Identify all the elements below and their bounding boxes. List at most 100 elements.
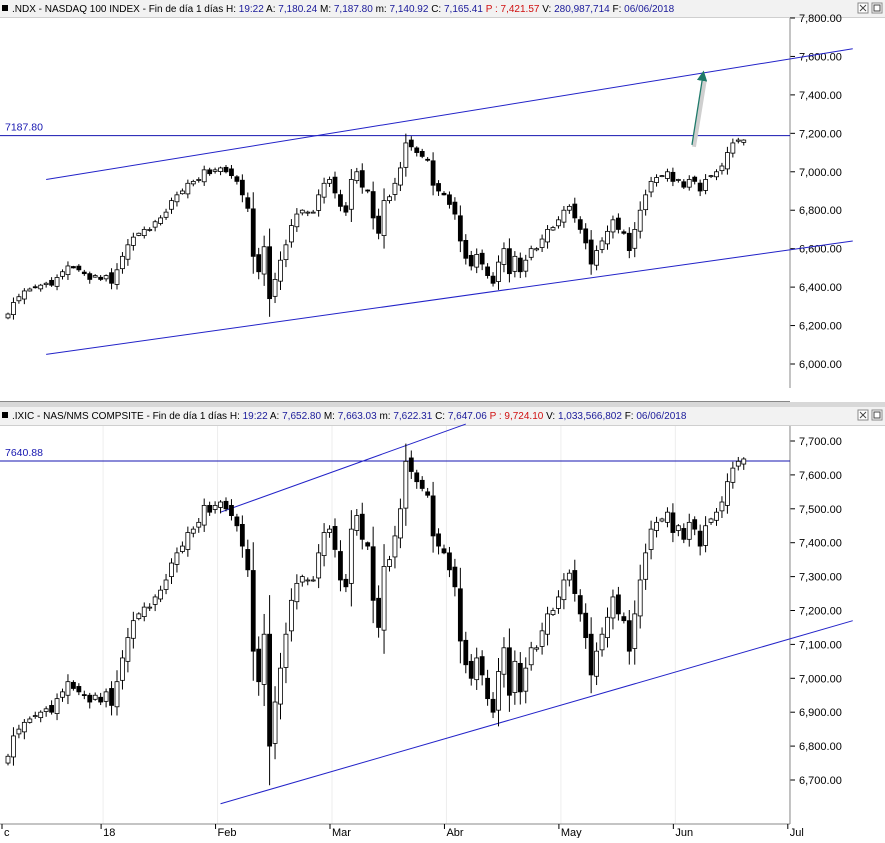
candle-body	[201, 505, 207, 526]
candle-body	[212, 505, 218, 510]
candle-body	[60, 271, 65, 277]
candle-body	[147, 229, 153, 231]
header-field-label: C:	[431, 4, 444, 15]
x-tick-label: Jul	[790, 827, 804, 838]
candle-body	[294, 213, 300, 228]
candle-body	[218, 501, 223, 508]
candle-body	[27, 718, 33, 723]
header-field-label: m:	[379, 411, 393, 422]
candle-body	[136, 232, 142, 236]
y-tick-label: 7,200.00	[799, 128, 842, 140]
candle-body	[103, 275, 109, 280]
header-field-value: 1,033,566,802	[558, 411, 625, 422]
candle-body	[697, 182, 703, 192]
candle-body	[403, 460, 409, 509]
candle-body	[245, 197, 251, 209]
candle-body	[474, 254, 480, 268]
close-icon-stroke	[859, 411, 867, 419]
header-field-value: 7,622.31	[393, 411, 435, 422]
header-field-label: P :	[490, 411, 505, 422]
candle-body	[261, 246, 267, 275]
candle-body	[534, 647, 540, 650]
candle-body	[479, 252, 485, 265]
candle-body	[490, 275, 496, 284]
trend-arrow	[691, 70, 708, 145]
candle-body	[708, 175, 714, 178]
candle-body	[365, 542, 371, 547]
candle-body	[76, 265, 82, 271]
candle-body	[730, 142, 736, 154]
candle-body	[76, 686, 82, 693]
y-tick-label: 7,500.00	[799, 504, 842, 516]
candle-body	[419, 151, 425, 157]
y-tick-label: 7,000.00	[799, 167, 842, 179]
candle-body	[414, 147, 420, 153]
maximize-icon-box	[871, 409, 883, 421]
candle-body	[594, 250, 599, 266]
header-field-label: F:	[625, 411, 637, 422]
header-field-value: 9,724.10	[504, 411, 546, 422]
candle-body	[697, 530, 703, 547]
close-icon[interactable]	[857, 409, 869, 421]
maximize-icon[interactable]	[871, 409, 883, 421]
candle-body	[692, 176, 698, 182]
candle-body	[408, 457, 414, 472]
candle-body	[681, 528, 687, 540]
candle-body	[496, 671, 501, 711]
candle-body	[403, 142, 409, 168]
candle-body	[43, 282, 49, 286]
candle-body	[158, 589, 164, 600]
candle-body	[561, 579, 567, 601]
candle-body	[659, 175, 665, 178]
candle-body	[425, 491, 431, 496]
candles	[5, 133, 747, 320]
candle-body	[272, 279, 278, 297]
close-icon[interactable]	[857, 2, 869, 14]
candle-body	[338, 551, 343, 581]
candle-body	[327, 179, 332, 184]
candle-body	[321, 532, 327, 556]
candle-body	[288, 599, 294, 632]
panel-header-background	[0, 0, 885, 18]
candle-body	[267, 246, 273, 300]
candle-body	[621, 231, 627, 234]
candle-body	[223, 166, 229, 173]
y-tick-label: 6,700.00	[799, 775, 842, 787]
candle-body	[610, 219, 616, 233]
candle-body	[463, 240, 469, 259]
y-tick-label: 7,400.00	[799, 90, 842, 102]
y-tick-label: 6,200.00	[799, 321, 842, 333]
candle-body	[21, 721, 27, 733]
candle-body	[32, 286, 38, 289]
candle-body	[523, 259, 529, 272]
header-field-label: H:	[230, 411, 243, 422]
candle-body	[43, 708, 49, 712]
candle-body	[21, 290, 27, 300]
candle-body	[130, 620, 136, 639]
candle-body	[130, 236, 136, 246]
candle-body	[49, 705, 54, 713]
candle-body	[719, 165, 725, 172]
candle-body	[16, 728, 22, 735]
candle-body	[65, 265, 71, 276]
reference-line-label: 7187.80	[5, 122, 43, 134]
panel-header-text: .IXIC - NAS/NMS COMPSITE - Fin de día 1 …	[12, 411, 687, 422]
trend-line	[220, 423, 466, 513]
header-field-label: m:	[376, 4, 390, 15]
candle-body	[708, 518, 714, 523]
candle-body	[539, 630, 545, 647]
candle-body	[599, 633, 605, 651]
candle-body	[485, 677, 491, 700]
candle-body	[38, 711, 44, 719]
candle-body	[556, 219, 561, 227]
candle-body	[71, 681, 76, 689]
maximize-icon[interactable]	[871, 2, 883, 14]
candle-body	[397, 167, 403, 186]
candle-body	[376, 215, 382, 234]
candle-body	[158, 217, 164, 224]
candle-body	[648, 528, 654, 550]
header-symbol: .IXIC - NAS/NMS COMPSITE - Fin de día 1 …	[12, 411, 230, 422]
candle-body	[599, 240, 605, 250]
candle-body	[120, 255, 125, 270]
header-field-value: 7,647.06	[448, 411, 490, 422]
